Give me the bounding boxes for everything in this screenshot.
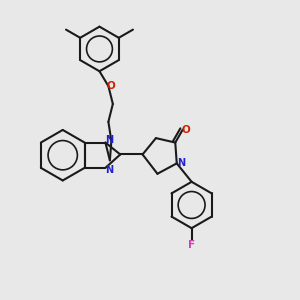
Text: F: F xyxy=(188,239,195,250)
Text: O: O xyxy=(107,81,116,91)
Text: N: N xyxy=(105,165,113,175)
Text: O: O xyxy=(182,125,190,135)
Text: N: N xyxy=(105,135,113,145)
Text: N: N xyxy=(177,158,185,168)
